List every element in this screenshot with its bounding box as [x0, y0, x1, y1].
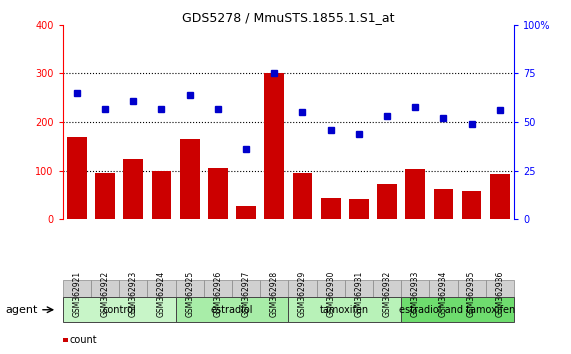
Bar	[208, 169, 228, 219]
Bar	[264, 73, 284, 219]
Text: GSM362921: GSM362921	[73, 271, 82, 317]
Bar	[405, 169, 425, 219]
Text: GSM362936: GSM362936	[495, 270, 504, 317]
Bar	[123, 159, 143, 219]
Text: tamoxifen: tamoxifen	[320, 305, 369, 315]
Text: GSM362925: GSM362925	[185, 271, 194, 317]
Text: GSM362932: GSM362932	[383, 271, 392, 317]
Bar	[152, 171, 171, 219]
Text: estradiol and tamoxifen: estradiol and tamoxifen	[399, 305, 516, 315]
Bar	[236, 206, 256, 219]
Text: GSM362935: GSM362935	[467, 270, 476, 317]
Text: GSM362933: GSM362933	[411, 270, 420, 317]
Text: count: count	[70, 335, 97, 345]
Text: GSM362927: GSM362927	[242, 271, 251, 317]
Title: GDS5278 / MmuSTS.1855.1.S1_at: GDS5278 / MmuSTS.1855.1.S1_at	[182, 11, 395, 24]
Text: GSM362934: GSM362934	[439, 270, 448, 317]
Bar	[67, 137, 87, 219]
Bar	[462, 191, 481, 219]
Text: GSM362931: GSM362931	[355, 271, 363, 317]
Text: GSM362929: GSM362929	[298, 271, 307, 317]
Text: GSM362926: GSM362926	[214, 271, 222, 317]
Bar	[433, 189, 453, 219]
Text: GSM362923: GSM362923	[129, 271, 138, 317]
Bar	[180, 139, 199, 219]
Bar	[95, 173, 115, 219]
Text: estradiol: estradiol	[211, 305, 253, 315]
Bar	[321, 198, 340, 219]
Bar	[292, 173, 312, 219]
Text: GSM362922: GSM362922	[100, 271, 110, 317]
Text: GSM362930: GSM362930	[326, 270, 335, 317]
Bar	[377, 184, 397, 219]
Bar	[490, 174, 510, 219]
Text: agent: agent	[6, 305, 38, 315]
Bar	[349, 199, 369, 219]
Text: GSM362928: GSM362928	[270, 271, 279, 317]
Text: control: control	[102, 305, 136, 315]
Text: GSM362924: GSM362924	[157, 271, 166, 317]
